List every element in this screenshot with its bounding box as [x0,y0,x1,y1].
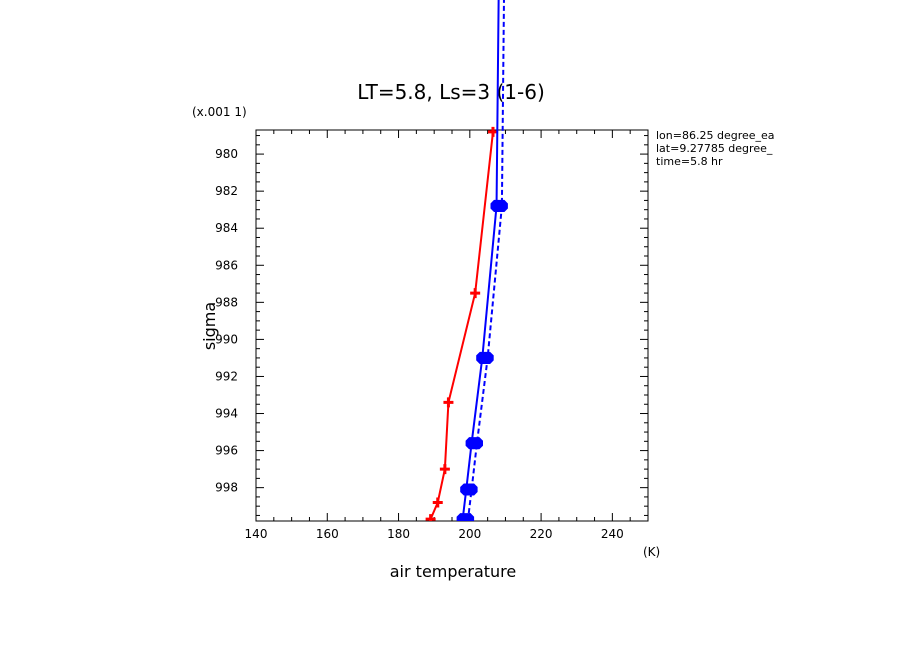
y-axis-label: sigma [200,302,219,350]
x-tick-labels: 140 160 180 200 220 240 [245,527,624,541]
y-tick-label: 986 [215,258,238,272]
series-point-3 [465,483,478,496]
y-scale-note: (x.001 1) [192,105,247,119]
series-point-1 [443,397,454,408]
y-tick-label: 988 [215,295,238,309]
series-point-3 [462,513,475,521]
y-tick-label: 994 [215,407,238,421]
x-tick-label: 140 [245,527,268,541]
plot-frame [255,129,649,522]
x-tick-label: 240 [601,527,624,541]
series-point-1 [439,464,450,475]
y-tick-label: 984 [215,221,238,235]
annotation-lat: lat=9.27785 degree_ [656,142,773,155]
y-tick-labels: 980 982 984 986 988 990 992 994 996 998 [215,147,238,495]
x-tick-label: 160 [316,527,339,541]
x-tick-label: 180 [387,527,410,541]
x-axis-label: air temperature [390,562,516,581]
x-tick-label: 200 [458,527,481,541]
y-tick-label: 998 [215,481,238,495]
series-group [425,0,508,521]
series-point-3 [481,351,494,364]
x-tick-label: 220 [530,527,553,541]
y-tick-label: 990 [215,332,238,346]
axis-ticks [255,130,649,521]
series-point-1 [425,514,436,521]
annotation-time: time=5.8 hr [656,155,723,168]
x-unit-label: (K) [643,545,660,559]
y-tick-label: 980 [215,147,238,161]
y-tick-label: 982 [215,184,238,198]
series-point-3 [495,199,508,212]
series-point-3 [470,437,483,450]
series-point-1 [470,288,481,299]
series-point-1 [432,497,443,508]
y-tick-label: 992 [215,369,238,383]
annotation-lon: lon=86.25 degree_ea [656,129,775,142]
chart-title: LT=5.8, Ls=3 (1-6) [357,80,545,104]
series-line-1 [429,131,494,520]
y-tick-label: 996 [215,444,238,458]
